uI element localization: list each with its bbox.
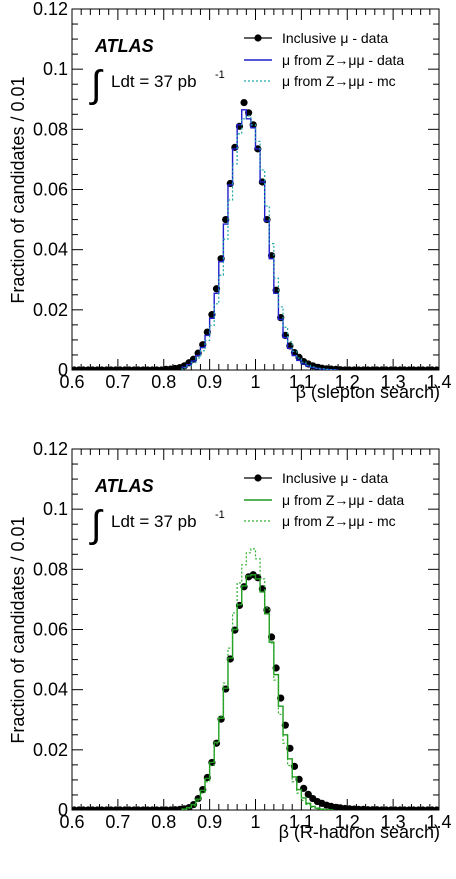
- experiment-label: ATLAS: [94, 476, 154, 496]
- integral-sign: ∫: [89, 504, 104, 546]
- data-point: [304, 790, 312, 798]
- x-tick-label: 0.6: [59, 372, 84, 392]
- y-axis-label: Fraction of candidates / 0.01: [8, 76, 28, 303]
- x-tick-labels: 0.6 0.7 0.8 0.9 1 1.1 1.2 1.3 1.4: [59, 372, 451, 392]
- legend: Inclusive μ - data μ from Z→μμ - data μ …: [244, 30, 404, 89]
- y-tick-label: 0.1: [43, 499, 68, 519]
- series-line-data: [181, 574, 334, 810]
- data-point: [433, 806, 439, 810]
- series-line-mc: [181, 115, 339, 370]
- y-tick-label: 0.02: [33, 300, 68, 320]
- y-axis-label: Fraction of candidates / 0.01: [8, 516, 28, 743]
- legend-label-1: μ from Z→μμ - data: [282, 492, 404, 508]
- y-tick-label: 0.12: [33, 0, 68, 19]
- x-tick-label: 0.8: [151, 812, 176, 832]
- y-tick-label: 0.06: [33, 180, 68, 200]
- rhadron-beta-chart: 0.6 0.7 0.8 0.9 1 1.1 1.2 1.3 1.4 00.020.040.060…: [8, 440, 452, 842]
- x-tick-label: 0.9: [197, 812, 222, 832]
- legend-label-2: μ from Z→μμ - mc: [282, 73, 396, 89]
- x-tick-label: 0.6: [59, 812, 84, 832]
- luminosity-exponent: -1: [215, 509, 225, 521]
- y-tick-label: 0.06: [33, 620, 68, 640]
- x-tick-label: 1.2: [335, 812, 360, 832]
- data-point: [433, 366, 439, 370]
- y-tick-label: 0.04: [33, 680, 68, 700]
- x-tick-label: 0.7: [105, 812, 130, 832]
- y-tick-label: 0: [58, 360, 68, 380]
- y-tick-label: 0: [58, 800, 68, 820]
- x-axis-label: β (slepton search): [296, 382, 440, 402]
- plot-series: [72, 98, 439, 370]
- x-tick-label: 1.1: [289, 372, 314, 392]
- axis-ticks: [71, 448, 440, 811]
- y-tick-label: 0.12: [33, 440, 68, 459]
- integral-sign: ∫: [89, 64, 104, 106]
- legend: Inclusive μ - data μ from Z→μμ - data μ …: [244, 470, 404, 529]
- luminosity-exponent: -1: [215, 69, 225, 81]
- legend-label-2: μ from Z→μμ - mc: [282, 513, 396, 529]
- x-tick-label: 1.3: [381, 812, 406, 832]
- x-tick-label: 0.8: [151, 372, 176, 392]
- y-tick-label: 0.08: [33, 119, 68, 139]
- y-tick-label: 0.1: [43, 59, 68, 79]
- legend-label-1: μ from Z→μμ - data: [282, 52, 404, 68]
- x-tick-label: 1.4: [426, 812, 451, 832]
- y-tick-label: 0.02: [33, 740, 68, 760]
- x-tick-label: 1.4: [426, 372, 451, 392]
- x-axis-label: β (R-hadron search): [279, 822, 440, 842]
- y-tick-label: 0.08: [33, 559, 68, 579]
- x-tick-label: 1.1: [289, 812, 314, 832]
- x-tick-label: 1: [250, 812, 260, 832]
- x-tick-label: 1: [250, 372, 260, 392]
- legend-label-0: Inclusive μ - data: [282, 30, 388, 46]
- luminosity-label: Ldt = 37 pb: [111, 72, 197, 91]
- experiment-label: ATLAS: [94, 36, 154, 56]
- x-tick-label: 0.9: [197, 372, 222, 392]
- x-tick-label: 0.7: [105, 372, 130, 392]
- y-tick-label: 0.04: [33, 240, 68, 260]
- series-line-mc: [181, 548, 334, 810]
- x-tick-labels: 0.6 0.7 0.8 0.9 1 1.1 1.2 1.3 1.4: [59, 812, 451, 832]
- legend-marker-0: [254, 474, 262, 482]
- x-tick-label: 1.2: [335, 372, 360, 392]
- legend-marker-0: [254, 34, 262, 42]
- luminosity-label: Ldt = 37 pb: [111, 512, 197, 531]
- x-tick-label: 1.3: [381, 372, 406, 392]
- data-point: [240, 98, 248, 107]
- y-tick-labels: 0 0.02 0.04 0.06 0.08 0.1 0.12: [33, 440, 68, 820]
- plot-series: [72, 548, 439, 810]
- legend-label-0: Inclusive μ - data: [282, 470, 388, 486]
- slepton-beta-chart: 0.6 0.7 0.8 0.9 1 1.1 1.2 1.3 1.4 00.020.040.060…: [8, 0, 452, 402]
- y-tick-labels: 0 0.02 0.04 0.06 0.08 0.1 0.12: [33, 0, 68, 380]
